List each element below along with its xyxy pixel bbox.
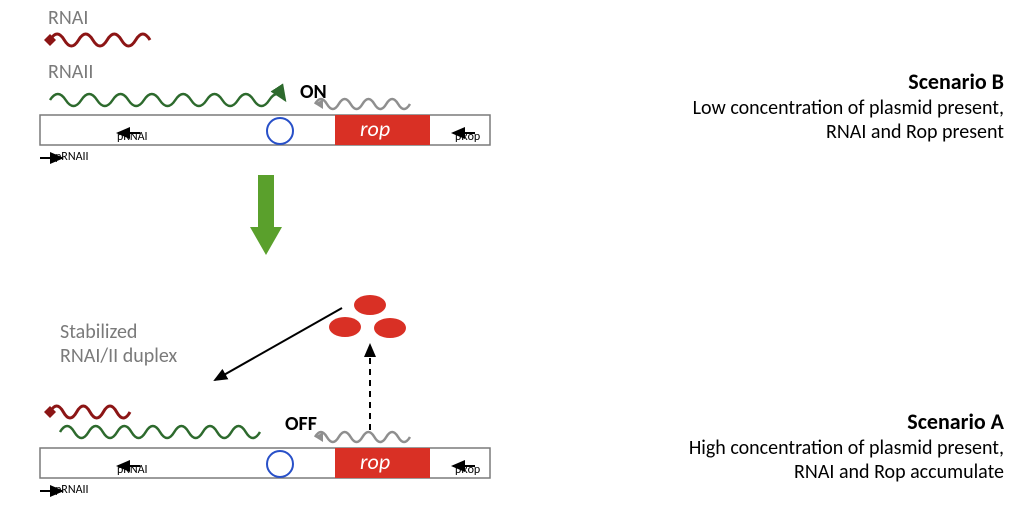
scenarioB-title: Scenario B [908, 68, 1004, 95]
rop-mrna-top [315, 99, 410, 109]
state-off-label: OFF [285, 412, 317, 436]
scenarioA-title: Scenario A [907, 408, 1004, 435]
pRop-label-bot: pRop [455, 463, 480, 477]
scenarioA-line1: High concentration of plasmid present, [689, 436, 1004, 460]
stabilized-label-line2: RNAI/II duplex [60, 344, 177, 368]
stabilized-label-line1: Stabilized [60, 320, 137, 344]
state-on-label: ON [300, 80, 327, 104]
transition-arrow [250, 175, 282, 255]
pRNAII-label-bot: pRNAII [55, 483, 89, 497]
rnaI-label-top: RNAI [48, 6, 88, 30]
scenarioB-line2: RNAI and Rop present [826, 120, 1004, 144]
scenarioB-line1: Low concentration of plasmid present, [693, 96, 1004, 120]
diagram-canvas: RNAI RNAII pRNAI pRNAII pRop ON rop Stab… [0, 0, 1024, 514]
rop-mrna-bot [315, 432, 410, 442]
rnaII-label-top: RNAII [48, 60, 93, 84]
rop-protein-oval [374, 318, 406, 338]
pRop-label-top: pRop [455, 130, 480, 144]
rnaI-transcript-top [50, 34, 150, 46]
scenarioA-line2: RNAI and Rop accumulate [794, 460, 1004, 484]
rop-protein-oval [329, 317, 361, 337]
rop-label-top: rop [360, 115, 390, 142]
rnaI-transcript-bot [50, 406, 130, 418]
rnaII-transcript-bot [60, 426, 260, 438]
rop-protein-oval [354, 295, 386, 315]
pRNAI-label-bot: pRNAI [117, 463, 148, 477]
pRNAI-label-top: pRNAI [117, 130, 148, 144]
pRNAII-label-top: pRNAII [55, 150, 89, 164]
rnaII-transcript-top [50, 94, 285, 106]
stabilize-arrow [215, 308, 342, 380]
rop-label-bot: rop [360, 448, 390, 475]
